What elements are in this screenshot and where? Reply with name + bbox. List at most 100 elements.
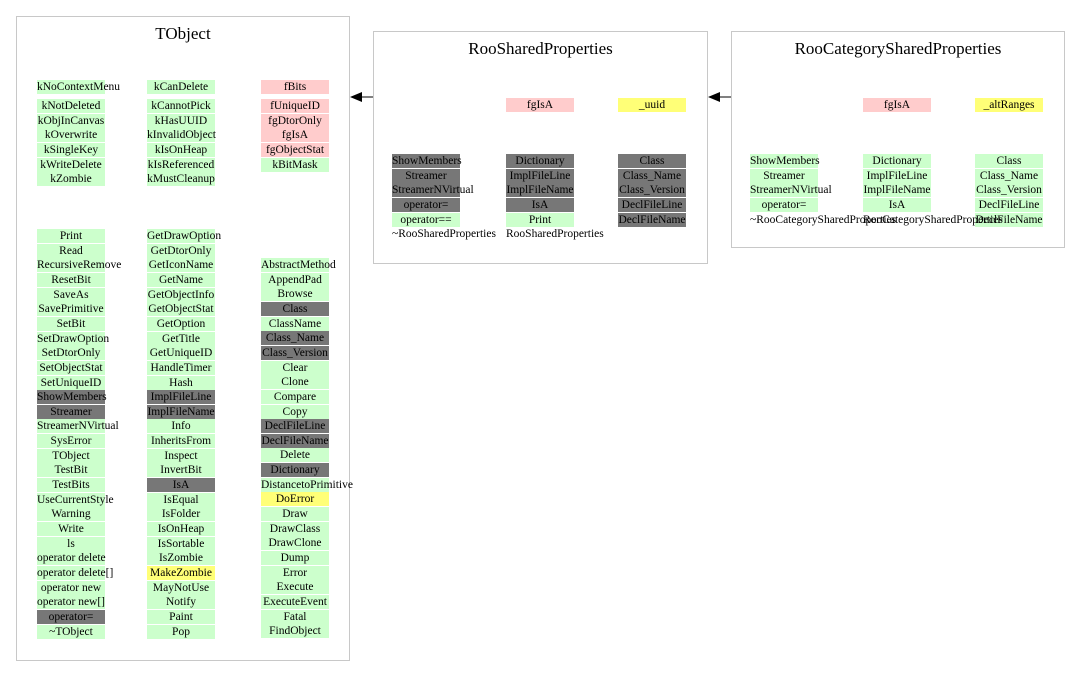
roo-shared-method-implfileline: ImplFileLine xyxy=(506,168,574,183)
roo-shared-method-operator: operator= xyxy=(392,197,460,212)
roo-shared-member-fgisa: fgIsA xyxy=(506,98,574,112)
tobject-method-label: Delete xyxy=(279,449,310,462)
tobject-enum-label: kSingleKey xyxy=(43,143,99,156)
tobject-method-label: SetUniqueID xyxy=(40,376,102,389)
tobject-method-notify: Notify xyxy=(147,595,215,610)
tobject-method-label: Compare xyxy=(273,390,317,403)
tobject-method-label: SetObjectStat xyxy=(39,361,103,374)
tobject-method-doerror: DoError xyxy=(261,492,329,507)
tobject-method-label: RecursiveRemove xyxy=(37,259,122,272)
tobject-method-clone: Clone xyxy=(261,375,329,390)
tobject-method-label: IsZombie xyxy=(158,552,204,565)
tobject-enum-label: fgObjectStat xyxy=(265,143,325,156)
roo-shared-method-roosharedproperties: RooSharedProperties xyxy=(506,227,604,241)
tobject-method-setdrawoption: SetDrawOption xyxy=(37,331,109,346)
tobject-method-label: MakeZombie xyxy=(150,566,212,579)
roo-category-method-label: ImplFileLine xyxy=(866,169,928,182)
tobject-method-label: Paint xyxy=(169,610,193,623)
tobject-method-label: AppendPad xyxy=(268,273,322,286)
tobject-enum-kmustcleanup: kMustCleanup xyxy=(147,172,215,187)
tobject-method-label: Hash xyxy=(169,376,193,389)
tobject-method-getoption: GetOption xyxy=(147,316,215,331)
tobject-method-label: Class_Name xyxy=(265,332,325,345)
roo-category-method-label: IsA xyxy=(888,198,906,211)
tobject-method-label: SetBit xyxy=(56,317,86,330)
roo-category-member-label: _altRanges xyxy=(983,99,1035,111)
tobject-method-label: SetDrawOption xyxy=(37,332,110,345)
tobject-method-label: ls xyxy=(67,537,75,550)
tobject-method-setobjectstat: SetObjectStat xyxy=(37,360,105,375)
tobject-method-label: operator= xyxy=(48,610,94,623)
tobject-method-label: TestBit xyxy=(54,464,88,477)
tobject-enum-label: kCanDelete xyxy=(153,81,209,93)
tobject-method-label: ExecuteEvent xyxy=(263,595,327,608)
roo-shared-method-streamernvirtual: StreamerNVirtual xyxy=(392,183,474,198)
tobject-method-dictionary: Dictionary xyxy=(261,463,329,478)
roo-shared-method-label: DeclFileLine xyxy=(621,198,683,211)
roo-category-method-implfilename: ImplFileName xyxy=(863,183,931,198)
tobject-method-tobject: ~TObject xyxy=(37,624,105,639)
tobject-method-label: operator new xyxy=(40,581,102,594)
tobject-method-label: operator delete xyxy=(37,552,106,565)
tobject-method-label: ImplFileName xyxy=(147,405,215,418)
tobject-method-label: TObject xyxy=(52,449,90,462)
tobject-method-label: Warning xyxy=(51,508,91,521)
tobject-method-label: IsSortable xyxy=(157,537,205,550)
roo-shared-method-print: Print xyxy=(506,212,574,227)
tobject-method-label: Error xyxy=(282,566,308,579)
tobject-method-getobjectinfo: GetObjectInfo xyxy=(147,287,215,302)
roo-shared-method-label: Class_Version xyxy=(619,184,685,197)
tobject-method-hash: Hash xyxy=(147,375,215,390)
tobject-method-label: DrawClass xyxy=(269,522,321,535)
tobject-method-getname: GetName xyxy=(147,272,215,287)
tobject-method-label: Fatal xyxy=(283,610,307,623)
tobject-method-operator: operator= xyxy=(37,609,105,624)
tobject-method-operator-new: operator new[] xyxy=(37,595,105,610)
tobject-method-label: InheritsFrom xyxy=(150,435,212,448)
tobject-method-saveprimitive: SavePrimitive xyxy=(37,302,105,317)
tobject-method-label: Print xyxy=(59,230,83,242)
tobject-enum-kcannotpick: kCannotPick xyxy=(147,99,215,113)
tobject-method-label: Class xyxy=(282,302,308,315)
tobject-method-label: GetObjectStat xyxy=(148,303,214,316)
tobject-enum-label: fUniqueID xyxy=(270,100,320,112)
tobject-enum-kobjincanvas: kObjInCanvas xyxy=(37,113,105,128)
tobject-title: TObject xyxy=(155,24,211,43)
tobject-method-iszombie: IsZombie xyxy=(147,551,215,566)
roo-shared-method-label: ~RooSharedProperties xyxy=(392,228,496,241)
tobject-method-label: DeclFileName xyxy=(261,434,329,447)
roo-shared-method-declfilename: DeclFileName xyxy=(618,212,686,227)
tobject-enum-koverwrite: kOverwrite xyxy=(37,128,105,143)
tobject-method-saveas: SaveAs xyxy=(37,287,105,302)
roo-shared-method-label: IsA xyxy=(531,198,549,211)
tobject-method-operator-delete: operator delete[] xyxy=(37,565,113,580)
roo-shared-method-class-version: Class_Version xyxy=(618,183,686,198)
tobject-enum-label: fBits xyxy=(283,81,307,93)
tobject-method-label: Execute xyxy=(276,581,314,594)
roo-shared-method-streamer: Streamer xyxy=(392,168,460,183)
tobject-method-getuniqueid: GetUniqueID xyxy=(147,346,215,361)
tobject-method-label: SavePrimitive xyxy=(38,303,104,316)
tobject-method-label: IsFolder xyxy=(161,508,201,521)
tobject-enum-label: kZombie xyxy=(50,173,92,186)
tobject-method-label: GetObjectInfo xyxy=(147,288,215,301)
tobject-method-getdtoronly: GetDtorOnly xyxy=(147,243,215,258)
tobject-method-label: ResetBit xyxy=(51,273,91,286)
roo-category-method-declfileline: DeclFileLine xyxy=(975,197,1043,212)
tobject-enum-kisonheap: kIsOnHeap xyxy=(147,142,215,157)
tobject-method-pop: Pop xyxy=(147,624,215,639)
roo-shared-member-uuid: _uuid xyxy=(618,98,686,112)
tobject-method-label: Browse xyxy=(277,288,313,301)
tobject-method-ls: ls xyxy=(37,536,105,551)
roo-category-method-label: Class_Version xyxy=(976,184,1042,197)
roo-shared-properties-title: RooSharedProperties xyxy=(468,39,613,58)
tobject-method-label: StreamerNVirtual xyxy=(37,420,119,433)
tobject-method-inspect: Inspect xyxy=(147,448,215,463)
tobject-method-warning: Warning xyxy=(37,507,105,522)
tobject-method-fatal: Fatal xyxy=(261,609,329,624)
arrowhead-tobject xyxy=(350,92,362,102)
tobject-method-getdrawoption: GetDrawOption xyxy=(147,229,221,243)
tobject-method-compare: Compare xyxy=(261,389,329,404)
tobject-method-copy: Copy xyxy=(261,404,329,419)
tobject-method-tobject: TObject xyxy=(37,448,105,463)
